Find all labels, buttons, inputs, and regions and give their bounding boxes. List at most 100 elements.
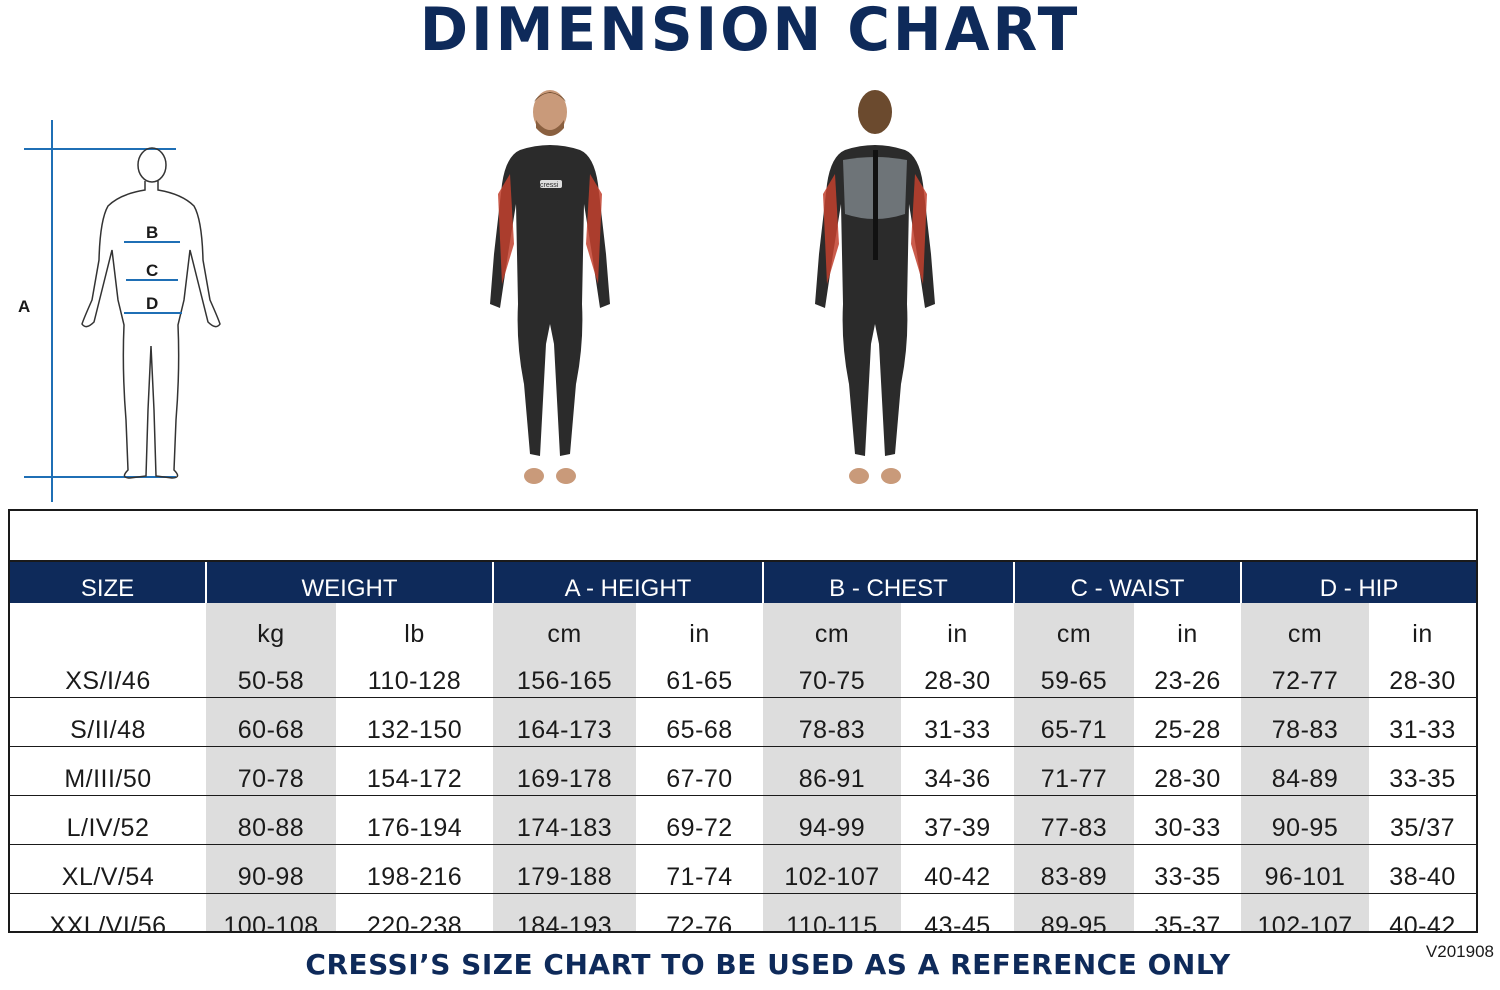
header-hip: D - HIP	[1240, 560, 1476, 603]
header-size: SIZE	[10, 560, 206, 603]
value-cell: 33-35	[1134, 844, 1242, 894]
value-cell: 90-98	[206, 844, 336, 894]
value-cell: 70-78	[206, 746, 336, 796]
value-cell: 86-91	[763, 746, 901, 796]
wetsuit-back-photo	[815, 90, 935, 484]
value-cell: 96-101	[1241, 844, 1370, 894]
value-cell: 110-115	[763, 893, 901, 931]
value-cell: 25-28	[1134, 697, 1242, 747]
value-cell: 43-45	[924, 912, 991, 933]
unit-cell: cm	[1014, 603, 1134, 651]
header-chest: B - CHEST	[762, 560, 1014, 603]
size-label-cell: S/II/48	[10, 697, 206, 747]
value-cell: 37-39	[901, 795, 1014, 845]
value-cell: 61-65	[636, 651, 763, 698]
value-cell: 35-37	[1154, 912, 1221, 933]
label-b: B	[146, 223, 158, 242]
value-cell: 31-33	[901, 697, 1014, 747]
value-cell: 154-172	[336, 746, 493, 796]
group-header-row: SIZE WEIGHT A - HEIGHT B - CHEST C - WAI…	[10, 560, 1476, 603]
unit-cell: in	[1412, 620, 1433, 648]
value-cell: 84-89	[1241, 746, 1370, 796]
value-cell: 72-77	[1241, 651, 1370, 698]
value-cell: 198-216	[336, 844, 493, 894]
size-label-cell: XS/I/46	[10, 651, 206, 698]
value-cell: 174-183	[493, 795, 636, 845]
value-cell: 28-30	[1134, 746, 1242, 796]
value-cell: 71-74	[636, 844, 763, 894]
table-row: XL/V/54 90-98 198-216 179-188 71-74 102-107 40…	[10, 844, 1476, 894]
value-cell: 184-193	[493, 893, 636, 931]
value-cell: 164-173	[493, 697, 636, 747]
value-cell: 102-107	[763, 844, 901, 894]
unit-row: kg lb cm in cm in cm in cm in	[10, 603, 1476, 651]
value-cell: 176-194	[336, 795, 493, 845]
suit-brand-front: cressi	[540, 182, 559, 189]
value-cell: 78-83	[763, 697, 901, 747]
size-label-cell: L/IV/52	[10, 795, 206, 845]
value-cell: 69-72	[636, 795, 763, 845]
value-cell: 80-88	[206, 795, 336, 845]
page-title: DIMENSION CHART	[419, 0, 1081, 65]
value-cell: 65-71	[1014, 697, 1134, 747]
value-cell: 34-36	[901, 746, 1014, 796]
unit-cell: cm	[1241, 603, 1370, 651]
table-row: L/IV/52 80-88 176-194 174-183 69-72 94-99 37-3…	[10, 795, 1476, 845]
size-table-frame: SIZE WEIGHT A - HEIGHT B - CHEST C - WAI…	[8, 509, 1478, 933]
value-cell: 156-165	[493, 651, 636, 698]
value-cell: 28-30	[901, 651, 1014, 698]
value-cell: 71-77	[1014, 746, 1134, 796]
value-cell: 110-128	[336, 651, 493, 698]
value-cell: 102-107	[1241, 893, 1370, 931]
table-row: M/III/50 70-78 154-172 169-178 67-70 86-91 34-…	[10, 746, 1476, 796]
value-cell: 169-178	[493, 746, 636, 796]
value-cell: 67-70	[636, 746, 763, 796]
value-cell: 23-26	[1134, 651, 1242, 698]
value-cell: 132-150	[336, 697, 493, 747]
value-cell: 33-35	[1369, 746, 1476, 796]
value-cell: 70-75	[763, 651, 901, 698]
value-cell: 38-40	[1369, 844, 1476, 894]
wetsuit-front-photo: cressi	[490, 90, 610, 484]
value-cell: 90-95	[1241, 795, 1370, 845]
value-cell: 77-83	[1014, 795, 1134, 845]
body-measurement-diagram: A B C D	[18, 120, 221, 502]
value-cell: 60-68	[206, 697, 336, 747]
body-outline	[81, 147, 221, 479]
unit-cell: cm	[763, 603, 901, 651]
table-row: S/II/48 60-68 132-150 164-173 65-68 78-83 31-3…	[10, 697, 1476, 747]
value-cell: 89-95	[1014, 893, 1134, 931]
value-cell: 83-89	[1014, 844, 1134, 894]
header-height: A - HEIGHT	[492, 560, 763, 603]
size-label-cell: XXL/VI/56	[49, 912, 167, 933]
size-label-cell: XL/V/54	[10, 844, 206, 894]
header-waist: C - WAIST	[1012, 560, 1242, 603]
unit-cell	[10, 603, 206, 651]
value-cell: 94-99	[763, 795, 901, 845]
label-d: D	[146, 294, 158, 313]
value-cell: 28-30	[1369, 651, 1476, 698]
value-cell: 40-42	[1389, 912, 1456, 933]
value-cell: 220-238	[366, 912, 463, 933]
value-cell: 59-65	[1014, 651, 1134, 698]
value-cell: 65-68	[636, 697, 763, 747]
label-c: C	[146, 261, 158, 280]
value-cell: 30-33	[1134, 795, 1242, 845]
footer-disclaimer: CRESSI’S SIZE CHART TO BE USED AS A REFE…	[305, 948, 1231, 981]
value-cell: 35/37	[1369, 795, 1476, 845]
unit-cell: kg	[206, 603, 336, 651]
value-cell: 31-33	[1369, 697, 1476, 747]
size-label-cell: M/III/50	[10, 746, 206, 796]
value-cell: 72-76	[666, 912, 733, 933]
table-row: XXL/VI/56 100-108 220-238 184-193 72-76 110-1…	[10, 893, 1476, 933]
value-cell: 179-188	[493, 844, 636, 894]
table-row: XS/I/46 50-58 110-128 156-165 61-65 70-75 28-3…	[10, 651, 1476, 698]
unit-cell: in	[1177, 620, 1198, 648]
label-a: A	[18, 297, 30, 316]
unit-cell: lb	[404, 620, 425, 648]
size-table: SIZE WEIGHT A - HEIGHT B - CHEST C - WAI…	[10, 560, 1476, 933]
version-code: V201908	[1425, 942, 1494, 961]
value-cell: 100-108	[206, 893, 336, 931]
value-cell: 78-83	[1241, 697, 1370, 747]
unit-cell: in	[689, 620, 710, 648]
